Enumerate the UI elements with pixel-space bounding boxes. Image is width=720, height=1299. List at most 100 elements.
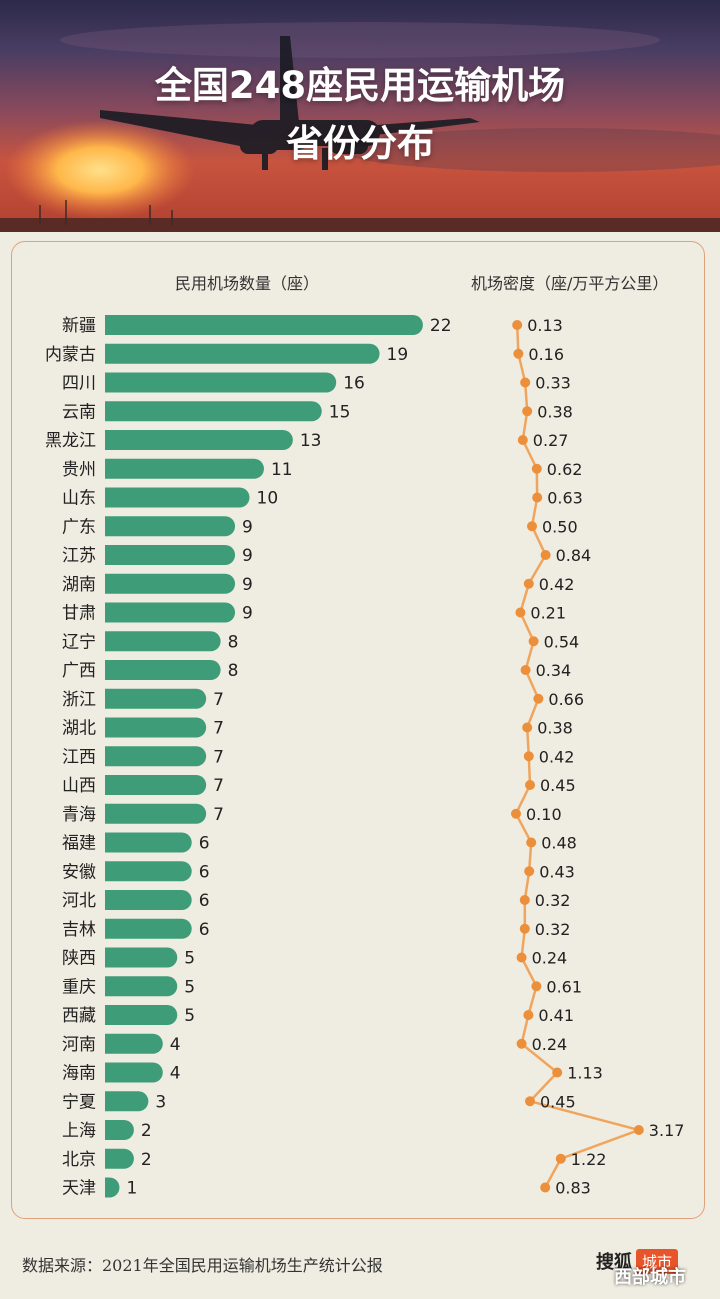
brand-name: 搜狐: [596, 1252, 632, 1273]
province-label: 广西: [62, 661, 96, 681]
bar-value-label: 5: [184, 977, 195, 997]
density-value-label: 1.22: [571, 1150, 607, 1169]
density-point: [531, 981, 542, 992]
density-value-label: 0.62: [547, 460, 583, 479]
bar: [105, 688, 207, 709]
bar: [105, 1120, 134, 1140]
density-point: [540, 550, 551, 560]
bar-value-label: 7: [213, 690, 224, 710]
density-value-label: 0.42: [539, 575, 575, 594]
bar-value-label: 2: [141, 1150, 152, 1170]
density-point: [523, 1010, 534, 1020]
density-point: [524, 866, 535, 877]
bar-value-label: 6: [199, 920, 210, 940]
page-title-line2: 省份分布: [286, 122, 434, 165]
bar: [105, 315, 423, 335]
density-point: [513, 348, 524, 359]
bar: [105, 832, 192, 853]
density-value-label: 0.83: [555, 1179, 591, 1198]
density-value-label: 0.84: [556, 546, 592, 565]
brand-tag: 城市: [636, 1248, 679, 1274]
bar: [105, 545, 236, 565]
province-label: 江苏: [62, 546, 96, 566]
province-label: 辽宁: [62, 632, 96, 652]
density-point: [520, 665, 531, 675]
bar: [105, 1177, 120, 1198]
bar-value-label: 13: [300, 431, 322, 451]
density-point: [520, 377, 531, 388]
bar: [105, 602, 236, 623]
density-value-label: 0.45: [540, 776, 576, 795]
density-point: [525, 780, 535, 790]
density-point: [522, 722, 533, 733]
bar-value-label: 9: [242, 546, 253, 566]
bar-value-label: 22: [430, 316, 452, 336]
density-point: [519, 895, 530, 905]
province-label: 贵州: [62, 460, 96, 480]
province-label: 宁夏: [62, 1092, 96, 1112]
bar-value-label: 10: [257, 489, 279, 509]
bar: [105, 803, 207, 824]
bar: [105, 660, 221, 680]
density-point: [516, 1038, 527, 1049]
bar-value-label: 6: [199, 834, 210, 854]
province-label: 吉林: [62, 920, 96, 940]
density-value-label: 0.66: [548, 690, 584, 709]
density-value-label: 0.24: [532, 949, 568, 968]
density-value-label: 0.10: [526, 805, 562, 824]
province-label: 陕西: [62, 949, 96, 969]
province-label: 甘肃: [62, 604, 96, 624]
bar-value-label: 4: [170, 1035, 181, 1055]
density-value-label: 0.34: [536, 661, 572, 680]
bar-value-label: 2: [141, 1121, 152, 1141]
bar-value-label: 9: [242, 604, 253, 624]
density-value-label: 0.21: [530, 604, 566, 623]
bar: [105, 775, 207, 795]
density-point: [540, 1182, 551, 1193]
density-point: [519, 923, 530, 934]
bar-value-label: 5: [184, 949, 195, 969]
bar: [105, 717, 207, 738]
density-point: [523, 751, 534, 762]
bar: [105, 458, 264, 479]
bar: [105, 487, 250, 508]
bar-value-label: 4: [170, 1064, 181, 1084]
province-label: 北京: [62, 1150, 96, 1170]
bar-value-label: 1: [126, 1179, 137, 1199]
page-title-line1: 全国248座民用运输机场: [154, 64, 566, 107]
bar: [105, 1148, 134, 1169]
bar-value-label: 16: [343, 374, 365, 394]
bar-value-label: 5: [184, 1006, 195, 1026]
bar-value-label: 7: [213, 776, 224, 796]
bar: [105, 947, 178, 968]
density-value-label: 0.48: [541, 834, 577, 853]
bar-value-label: 8: [228, 632, 239, 652]
density-point: [531, 463, 542, 474]
bar: [105, 861, 192, 882]
density-point: [512, 320, 523, 330]
province-label: 内蒙古: [45, 345, 96, 365]
province-label: 福建: [62, 834, 96, 854]
density-value-label: 0.38: [537, 719, 573, 738]
province-label: 河南: [62, 1035, 96, 1055]
province-label: 云南: [62, 402, 96, 422]
density-value-label: 0.41: [538, 1006, 574, 1025]
density-value-label: 0.32: [535, 891, 571, 910]
density-value-label: 0.16: [528, 345, 564, 364]
bar-value-label: 19: [387, 345, 409, 365]
density-value-label: 0.45: [540, 1092, 576, 1111]
density-point: [532, 492, 543, 503]
bar: [105, 746, 207, 767]
bar-value-label: 6: [199, 862, 210, 882]
density-value-label: 0.33: [535, 374, 571, 393]
bar-value-label: 11: [271, 460, 293, 480]
province-label: 天津: [62, 1179, 96, 1199]
density-point: [516, 952, 527, 963]
bar: [105, 372, 337, 393]
density-line: [514, 324, 643, 1189]
province-label: 上海: [62, 1121, 96, 1141]
density-point: [552, 1067, 563, 1078]
bar: [105, 631, 221, 652]
density-value-label: 0.32: [535, 920, 571, 939]
bar-value-label: 9: [242, 517, 253, 537]
